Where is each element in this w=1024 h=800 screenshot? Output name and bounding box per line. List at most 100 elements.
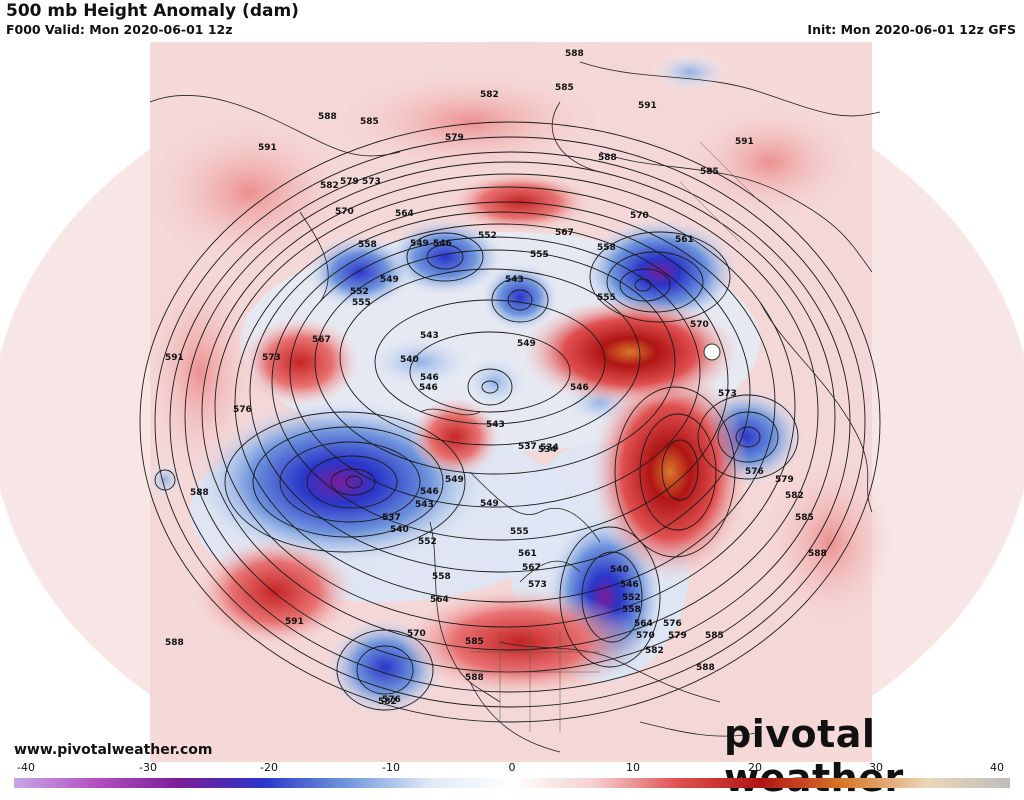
contour-label: 552 [478, 231, 497, 241]
contour-label: 585 [465, 637, 484, 647]
contour-label: 573 [262, 353, 281, 363]
contour-label: 591 [285, 617, 304, 627]
contour-label: 585 [555, 83, 574, 93]
contour-labels: 588 585 591 582 579 573 570 567 564 558 … [165, 49, 827, 707]
contour-label: 588 [696, 663, 715, 673]
contour-label: 549 [410, 239, 429, 249]
contour-label: 582 [645, 646, 664, 656]
contour-label: 591 [165, 353, 184, 363]
height-contours [139, 121, 881, 723]
contour-label: 543 [420, 331, 439, 341]
contour-label: 540 [400, 355, 419, 365]
high-anomaly-europe [590, 362, 750, 582]
contour-label: 585 [705, 631, 724, 641]
colorbar-tick: 40 [990, 761, 1004, 774]
contour-label: 573 [718, 389, 737, 399]
contour-label: 546 [420, 373, 439, 383]
contour-label: 588 [598, 153, 617, 163]
contour-label: 546 [420, 487, 439, 497]
colorbar-tick: -40 [17, 761, 35, 774]
contour-label: 570 [335, 207, 354, 217]
contour-label: 552 [350, 287, 369, 297]
contour-label: 567 [555, 228, 574, 238]
anomaly-map: 588 585 591 582 579 573 570 567 564 558 … [0, 42, 1024, 762]
contour-label: 552 [418, 537, 437, 547]
website-url: www.pivotalweather.com [14, 742, 213, 758]
contour-label: 567 [312, 335, 331, 345]
contour-label: 555 [352, 298, 371, 308]
contour-label: 549 [380, 275, 399, 285]
contour-label: 540 [390, 525, 409, 535]
contour-label: 543 [486, 420, 505, 430]
contour-label: 576 [663, 619, 682, 629]
high-anomaly-usa [400, 587, 640, 697]
contour-label: 567 [522, 563, 541, 573]
colorbar-tick: 0 [508, 761, 516, 774]
contour-label: 591 [258, 143, 277, 153]
contour-label: 591 [735, 137, 754, 147]
contour-label: 576 [382, 695, 401, 705]
colorbar-tick: 10 [626, 761, 640, 774]
contour-label: 579 [668, 631, 687, 641]
contour-label: 564 [634, 619, 653, 629]
chart-title: 500 mb Height Anomaly (dam) [6, 1, 299, 21]
map-canvas: 588 585 591 582 579 573 570 567 564 558 … [0, 42, 1024, 762]
contour-label: 591 [638, 101, 657, 111]
contour-label: 564 [430, 595, 449, 605]
contour-label: 546 [419, 383, 438, 393]
contour-label: 558 [358, 240, 377, 250]
colorbar [14, 778, 1010, 788]
colorbar-labels: -40 -30 -20 -10 0 10 20 30 40 [0, 761, 1024, 775]
contour-label: 555 [530, 250, 549, 260]
contour-label: 570 [407, 629, 426, 639]
colorbar-tick: 30 [869, 761, 883, 774]
high-anomaly-arctic [520, 297, 740, 407]
contour-label: 576 [233, 405, 252, 415]
colorbar-tick: -10 [382, 761, 400, 774]
contour-label: 549 [517, 339, 536, 349]
init-time: Init: Mon 2020-06-01 12z GFS [807, 22, 1016, 37]
contour-label: 582 [320, 181, 339, 191]
contour-label: 534 [540, 443, 559, 453]
contour-label: 570 [636, 631, 655, 641]
contour-label: 555 [597, 293, 616, 303]
contour-label: 543 [415, 500, 434, 510]
contour-label: 543 [505, 275, 524, 285]
contour-label: 561 [675, 235, 694, 245]
contour-label: 579 [775, 475, 794, 485]
contour-label: 537 [518, 442, 537, 452]
contour-label: 549 [445, 475, 464, 485]
contour-label: 570 [690, 320, 709, 330]
contour-label: 585 [700, 167, 719, 177]
contour-label: 546 [433, 239, 452, 249]
contour-label: 555 [510, 527, 529, 537]
contour-label: 561 [518, 549, 537, 559]
contour-label: 546 [620, 580, 639, 590]
contour-label: 585 [795, 513, 814, 523]
contour-label: 540 [610, 565, 629, 575]
contour-label: 558 [432, 572, 451, 582]
contour-label: 558 [597, 243, 616, 253]
contour-label: 588 [190, 488, 209, 498]
contour-label: 588 [808, 549, 827, 559]
contour-label: 588 [565, 49, 584, 59]
contour-label: 579 [445, 133, 464, 143]
colorbar-tick: -30 [139, 761, 157, 774]
contour-label: 582 [480, 90, 499, 100]
contour-label: 534 [538, 445, 557, 455]
contour-label: 537 [382, 513, 401, 523]
contour-label: 552 [622, 593, 641, 603]
contour-label: 588 [165, 638, 184, 648]
colorbar-tick: 20 [748, 761, 762, 774]
contour-label: 585 [360, 117, 379, 127]
valid-time: F000 Valid: Mon 2020-06-01 12z [6, 22, 233, 37]
contour-label: 558 [622, 605, 641, 615]
contour-label: 573 [528, 580, 547, 590]
contour-label: 588 [465, 673, 484, 683]
contour-label: 549 [480, 499, 499, 509]
contour-label: 588 [318, 112, 337, 122]
contour-label: 579 [340, 177, 359, 187]
contour-label: 564 [395, 209, 414, 219]
contour-label: 546 [570, 383, 589, 393]
colorbar-tick: -20 [260, 761, 278, 774]
